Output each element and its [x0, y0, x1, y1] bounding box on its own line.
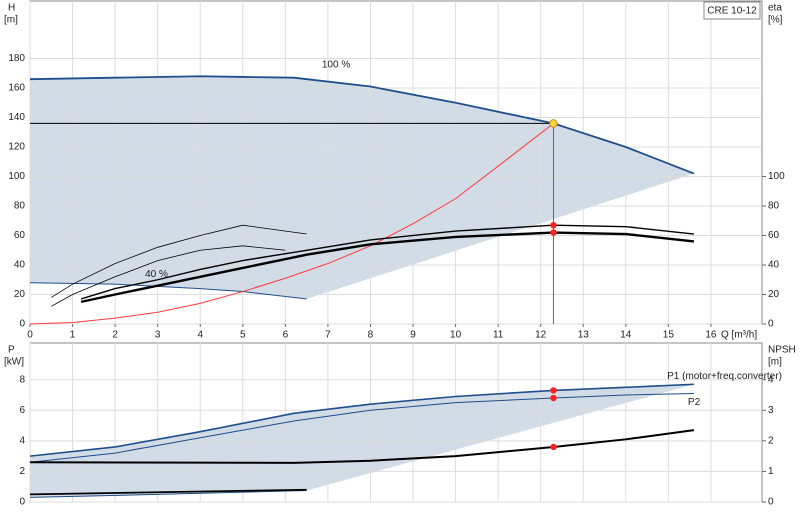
y2-tick-label: 80	[768, 201, 780, 212]
y2-tick-label: 0	[768, 319, 774, 330]
curve	[29, 383, 694, 457]
x-tick-label: 1	[70, 330, 76, 341]
y2-axis-unit: [m]	[768, 357, 782, 368]
operating-range	[30, 76, 694, 299]
curve	[51, 224, 307, 298]
x-tick-label: 8	[368, 330, 374, 341]
curve	[80, 224, 694, 300]
x-tick-label: 7	[325, 330, 331, 341]
y-tick-label: 4	[19, 435, 25, 446]
duty-point	[549, 119, 558, 128]
x-tick-label: 14	[620, 330, 632, 341]
chart-title: CRE 10-12	[707, 6, 757, 17]
x-tick-label: 10	[450, 330, 462, 341]
y-axis-label: H	[8, 3, 15, 14]
y-tick-label: 40	[14, 260, 26, 271]
y2-tick-label: 60	[768, 230, 780, 241]
y2-axis-label: NPSH	[768, 345, 796, 356]
duty-marker	[550, 387, 557, 394]
y-tick-label: 120	[8, 142, 25, 153]
curve	[29, 123, 554, 325]
x-tick-label: 16	[705, 330, 717, 341]
x-tick-label: 15	[663, 330, 675, 341]
y2-axis-unit: [%]	[768, 15, 783, 26]
curve	[29, 429, 695, 464]
y2-tick-label: 100	[768, 171, 785, 182]
curve-label: P1 (motor+freq.converter)	[667, 371, 782, 382]
curve	[29, 392, 694, 463]
title-box	[703, 1, 761, 20]
duty-marker	[550, 221, 557, 229]
y-tick-label: 20	[14, 289, 26, 300]
x-tick-label: 2	[112, 330, 118, 341]
y-tick-label: 160	[8, 83, 25, 94]
curve	[29, 488, 307, 496]
curve-label: P2	[688, 397, 701, 408]
duty-marker	[550, 443, 557, 451]
y2-tick-label: 4	[768, 374, 774, 385]
duty-marker	[550, 394, 557, 402]
y-tick-label: 140	[8, 112, 25, 123]
x-axis-label: Q [m³/h]	[721, 330, 757, 341]
curve	[29, 282, 307, 300]
y2-tick-label: 20	[768, 289, 780, 300]
curve-label: 40 %	[145, 269, 168, 280]
y2-tick-label: 3	[768, 405, 774, 416]
y2-tick-label: 0	[768, 497, 774, 508]
y-tick-label: 80	[14, 201, 26, 212]
curve	[29, 75, 695, 175]
y-tick-label: 0	[19, 497, 25, 508]
y-tick-label: 2	[19, 466, 25, 477]
y-tick-label: 180	[8, 53, 25, 64]
x-tick-label: 13	[578, 330, 590, 341]
curve	[80, 231, 695, 304]
duty-marker	[550, 229, 557, 236]
y2-tick-label: 40	[768, 260, 780, 271]
y-tick-label: 100	[8, 171, 25, 182]
x-tick-label: 5	[240, 330, 246, 341]
curve	[51, 245, 286, 307]
y-axis-unit: [kW]	[4, 357, 24, 368]
y-tick-label: 8	[19, 374, 25, 385]
x-tick-label: 12	[535, 330, 547, 341]
x-tick-label: 6	[283, 330, 289, 341]
y2-tick-label: 1	[768, 466, 774, 477]
y-axis-unit: [m]	[4, 15, 18, 26]
x-tick-label: 11	[493, 330, 504, 341]
y-tick-label: 6	[19, 405, 25, 416]
y-tick-label: 0	[19, 319, 25, 330]
y2-tick-label: 2	[768, 435, 774, 446]
x-tick-label: 3	[155, 330, 161, 341]
curve	[29, 490, 307, 498]
x-tick-label: 4	[197, 330, 203, 341]
y-tick-label: 60	[14, 230, 26, 241]
y2-axis-label: eta	[768, 3, 782, 14]
x-tick-label: 9	[410, 330, 416, 341]
x-tick-label: 0	[27, 330, 33, 341]
y-axis-label: P	[8, 345, 15, 356]
curve-label: 100 %	[322, 59, 350, 70]
